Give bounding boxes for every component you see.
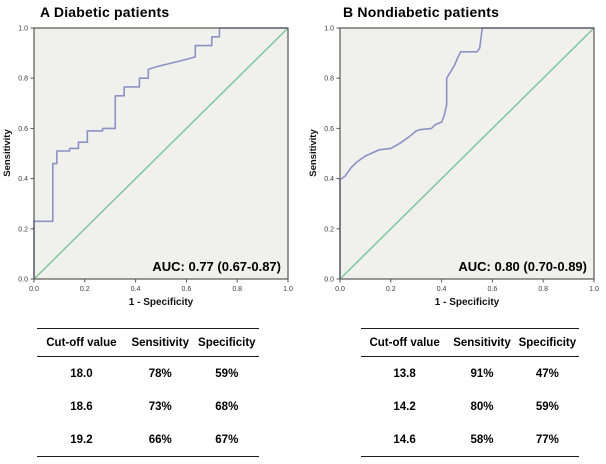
y-tick-label: 1.0 bbox=[324, 26, 334, 33]
col-header-sensitivity: Sensitivity bbox=[125, 328, 195, 357]
x-tick-label: 0.4 bbox=[131, 286, 141, 293]
y-axis-label: Sensitivity bbox=[308, 129, 319, 177]
plot-area: 0.0 0.2 0.4 0.6 0.8 1.0 0.0 0.2 0.4 0.6 0.8 1.0 bbox=[324, 26, 599, 294]
specificity-value: 47% bbox=[535, 367, 559, 380]
specificity-value: 59% bbox=[535, 400, 559, 413]
table-header-row: Cut-off value Sensitivity Specificity bbox=[37, 328, 259, 357]
x-tick-label: 0.0 bbox=[335, 286, 345, 293]
x-tick-label: 0.2 bbox=[386, 286, 396, 293]
table-header-row: Cut-off value Sensitivity Specificity bbox=[361, 328, 579, 357]
table-row: 13.8 91% 47% bbox=[361, 357, 579, 391]
sensitivity-value: 78% bbox=[148, 367, 172, 380]
auc-annotation: AUC: 0.80 (0.70-0.89) bbox=[458, 259, 587, 274]
x-tick-label: 0.8 bbox=[232, 286, 242, 293]
table-row: 19.2 66% 67% bbox=[37, 423, 259, 457]
x-tick-label: 0.4 bbox=[437, 286, 447, 293]
x-tick-label: 0.0 bbox=[29, 286, 39, 293]
x-tick-label: 1.0 bbox=[283, 286, 293, 293]
table-row: 18.0 78% 59% bbox=[37, 357, 259, 391]
y-tick-label: 0.0 bbox=[324, 277, 334, 284]
x-tick-label: 0.6 bbox=[182, 286, 192, 293]
roc-curve bbox=[33, 27, 288, 279]
y-tick-label: 0.8 bbox=[18, 76, 28, 83]
specificity-value: 67% bbox=[215, 433, 239, 446]
sensitivity-value: 58% bbox=[470, 433, 494, 446]
cutoff-value: 18.6 bbox=[70, 400, 93, 413]
y-tick-label: 0.8 bbox=[324, 76, 334, 83]
cutoff-value: 13.8 bbox=[393, 367, 416, 380]
reference-line bbox=[339, 27, 595, 280]
sensitivity-value: 80% bbox=[470, 400, 494, 413]
specificity-value: 77% bbox=[535, 433, 559, 446]
cutoff-value: 19.2 bbox=[70, 433, 93, 446]
y-tick-label: 0.6 bbox=[18, 126, 28, 133]
x-tick-label: 0.6 bbox=[488, 286, 498, 293]
y-tick-label: 1.0 bbox=[18, 26, 28, 33]
table-row: 14.6 58% 77% bbox=[361, 423, 579, 457]
roc-curve bbox=[339, 27, 594, 279]
specificity-value: 59% bbox=[215, 367, 239, 380]
auc-annotation: AUC: 0.77 (0.67-0.87) bbox=[152, 259, 281, 274]
roc-chart-diabetic: 0.0 0.2 0.4 0.6 0.8 1.0 0.0 0.2 0.4 0.6 0.8 1.0 Sen… bbox=[2, 26, 293, 309]
panel-diabetic: A Diabetic patients 0.0 0.2 0.4 0.6 0.8 1.0 0.… bbox=[2, 4, 293, 457]
cutoff-value: 14.2 bbox=[393, 400, 416, 413]
chart-title-a: A Diabetic patients bbox=[40, 4, 170, 20]
chart-title-b: B Nondiabetic patients bbox=[343, 4, 500, 20]
y-tick-label: 0.2 bbox=[324, 226, 334, 233]
table-row: 18.6 73% 68% bbox=[37, 390, 259, 423]
x-axis-label: 1 - Specificity bbox=[129, 297, 194, 308]
reference-line bbox=[33, 27, 289, 280]
col-header-cutoff: Cut-off value bbox=[37, 328, 126, 357]
col-header-specificity: Specificity bbox=[515, 328, 579, 357]
plot-border bbox=[339, 27, 595, 280]
panel-nondiabetic: B Nondiabetic patients 0.0 0.2 0.4 0.6 0.8 1.… bbox=[303, 0, 606, 464]
col-header-specificity: Specificity bbox=[194, 328, 259, 357]
sensitivity-value: 73% bbox=[148, 400, 172, 413]
sensitivity-value: 91% bbox=[470, 367, 494, 380]
sensitivity-value: 66% bbox=[148, 433, 172, 446]
cutoff-value: 18.0 bbox=[70, 367, 93, 380]
x-tick-label: 0.2 bbox=[80, 286, 90, 293]
y-tick-label: 0.2 bbox=[18, 226, 28, 233]
roc-chart-nondiabetic: 0.0 0.2 0.4 0.6 0.8 1.0 0.0 0.2 0.4 0.6 0.8 1.0 Sen… bbox=[308, 26, 599, 309]
y-tick-label: 0.4 bbox=[18, 176, 28, 183]
cutoff-table-nondiabetic: Cut-off value Sensitivity Specificity 13… bbox=[361, 328, 579, 457]
plot-area: 0.0 0.2 0.4 0.6 0.8 1.0 0.0 0.2 0.4 0.6 0.8 1.0 bbox=[18, 26, 293, 294]
x-tick-label: 1.0 bbox=[589, 286, 599, 293]
y-tick-label: 0.4 bbox=[324, 176, 334, 183]
cutoff-table-diabetic: Cut-off value Sensitivity Specificity 18… bbox=[37, 328, 259, 457]
x-tick-label: 0.8 bbox=[538, 286, 548, 293]
table-row: 14.2 80% 59% bbox=[361, 390, 579, 423]
y-tick-label: 0.6 bbox=[324, 126, 334, 133]
col-header-sensitivity: Sensitivity bbox=[448, 328, 516, 357]
cutoff-value: 14.6 bbox=[393, 433, 416, 446]
x-axis-label: 1 - Specificity bbox=[435, 297, 500, 308]
y-tick-label: 0.0 bbox=[18, 277, 28, 284]
specificity-value: 68% bbox=[215, 400, 239, 413]
plot-border bbox=[33, 27, 289, 280]
y-axis-label: Sensitivity bbox=[2, 129, 13, 177]
col-header-cutoff: Cut-off value bbox=[361, 328, 449, 357]
